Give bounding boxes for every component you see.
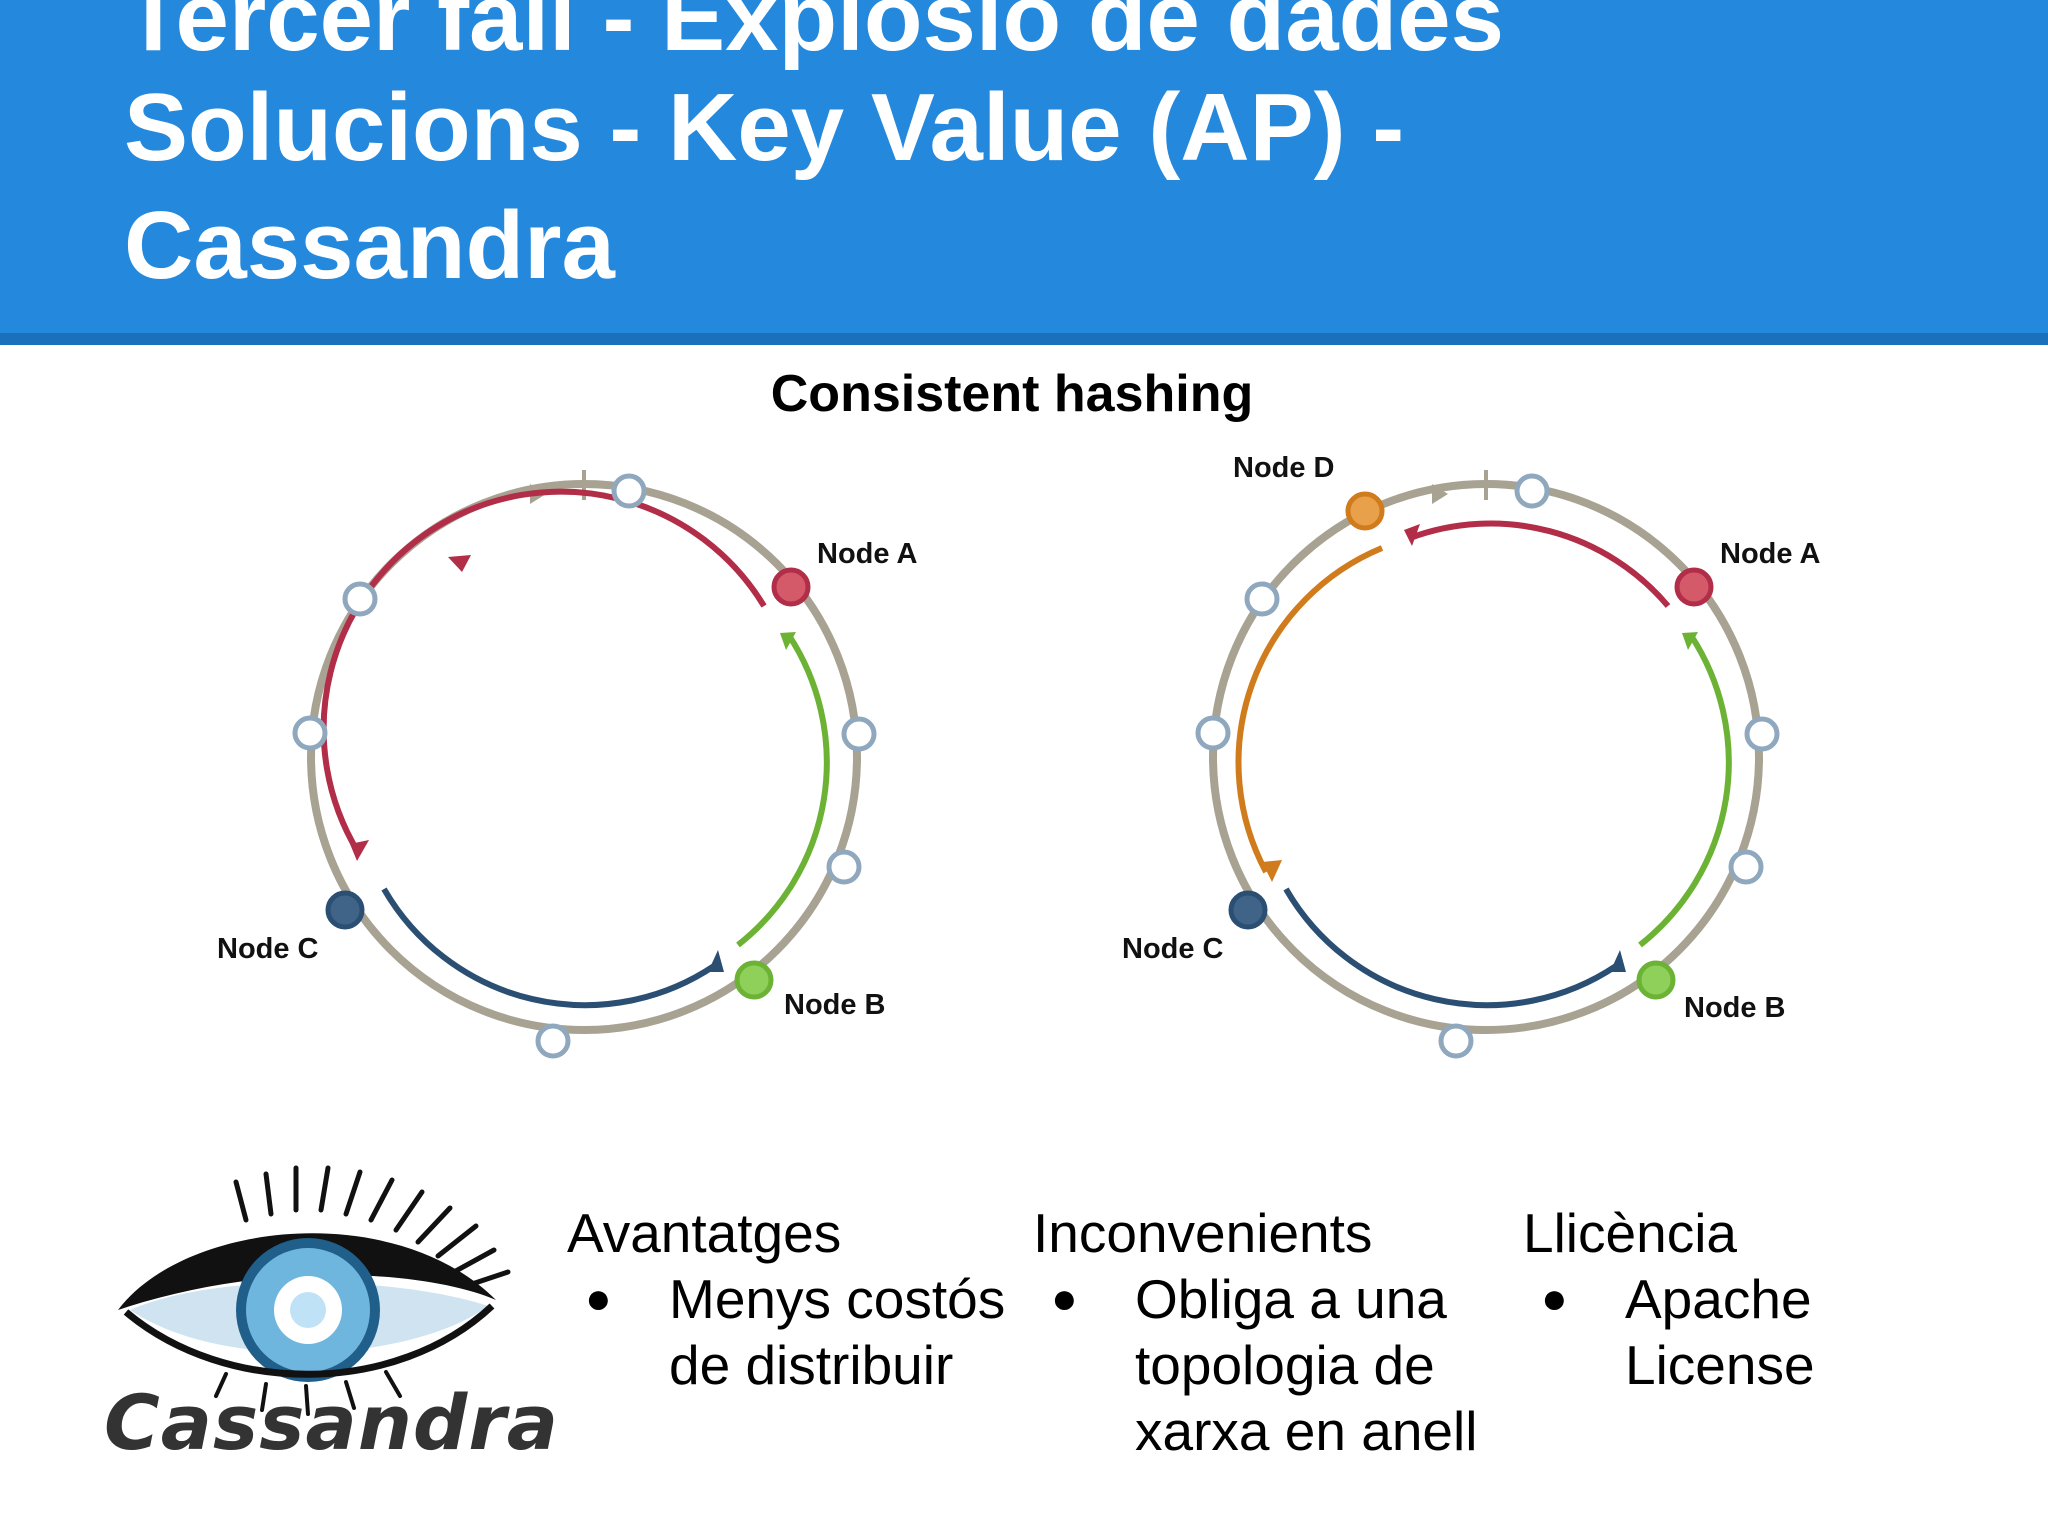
license-list: ● Apache License [1523, 1266, 1815, 1398]
token-marker [1438, 1023, 1474, 1059]
title-divider [0, 333, 2048, 345]
list-item: ● Menys costós [567, 1266, 1005, 1332]
advantages-heading: Avantatges [567, 1202, 842, 1264]
disadvantages-column: Inconvenients ● Obliga a una topologia d… [1033, 1200, 1477, 1464]
list-item-continuation: xarxa en anell [1033, 1398, 1477, 1464]
consistent-hashing-diagram-left: Node A Node B Node C [217, 470, 917, 1059]
advantages-line-2: de distribuir [669, 1334, 954, 1396]
node-b-label: Node B [784, 989, 886, 1021]
token-marker [826, 849, 862, 885]
node-c-marker [325, 890, 365, 930]
node-b-marker [1636, 960, 1676, 1000]
node-a-label: Node A [817, 538, 917, 570]
node-b-marker [734, 960, 774, 1000]
token-marker [292, 715, 328, 751]
node-a-marker [771, 567, 811, 607]
node-c-range-arrow [1610, 950, 1626, 972]
node-a-range-arc [1408, 520, 1671, 608]
advantages-column: Avantatges ● Menys costós de distribuir [567, 1200, 1005, 1398]
token-marker [1514, 473, 1550, 509]
node-a-range-arrow [1404, 524, 1420, 546]
list-item-continuation: License [1523, 1332, 1815, 1398]
license-column: Llicència ● Apache License [1523, 1200, 1815, 1398]
node-c-range-arc [381, 887, 716, 1009]
disadvantages-line-2: topologia de [1135, 1334, 1435, 1396]
node-c-range-arc [1283, 887, 1618, 1009]
title-bar: Tercer fall - Explosió de dades Solucion… [0, 0, 2048, 333]
node-a-marker [1674, 567, 1714, 607]
list-item: ● Apache [1523, 1266, 1815, 1332]
slide-title-line-1: Tercer fall - Explosió de dades [124, 0, 1504, 71]
bullet-icon: ● [1541, 1274, 1568, 1323]
node-b-range-arc [1638, 632, 1732, 948]
diagram-caption: Consistent hashing [770, 365, 1254, 423]
list-item-continuation: topologia de [1033, 1332, 1477, 1398]
node-d-label: Node D [1233, 452, 1335, 484]
slide-title-line-2: Solucions - Key Value (AP) - [124, 74, 1405, 181]
ring-direction-arrow [1432, 484, 1448, 504]
node-c-marker [1228, 890, 1268, 930]
advantages-list: ● Menys costós de distribuir [567, 1266, 1005, 1398]
node-a-range-arrow [350, 840, 369, 861]
license-line-2: License [1625, 1334, 1815, 1396]
license-line-1: Apache [1625, 1268, 1812, 1330]
token-marker [1744, 716, 1780, 752]
node-b-range-arc [736, 632, 830, 948]
token-marker [1728, 849, 1764, 885]
node-b-label: Node B [1684, 992, 1786, 1024]
advantages-line-1: Menys costós [669, 1268, 1006, 1330]
disadvantages-line-3: xarxa en anell [1135, 1400, 1478, 1462]
disadvantages-line-1: Obliga a una [1135, 1268, 1447, 1330]
list-item-continuation: de distribuir [567, 1332, 1005, 1398]
license-heading: Llicència [1523, 1202, 1738, 1264]
node-b-range-arrow [780, 632, 796, 650]
node-c-range-arrow [708, 950, 724, 972]
cassandra-wordmark: Cassandra [104, 1378, 560, 1467]
node-d-range-arc [1235, 545, 1384, 874]
node-d-marker [1345, 491, 1385, 531]
list-item: ● Obliga a una [1033, 1266, 1477, 1332]
node-b-range-arrow [1682, 632, 1698, 650]
node-c-label: Node C [1122, 933, 1224, 965]
token-marker [1244, 581, 1280, 617]
bullet-icon: ● [1051, 1274, 1078, 1323]
disadvantages-list: ● Obliga a una topologia de xarxa en ane… [1033, 1266, 1477, 1464]
token-marker [841, 716, 877, 752]
node-d-range-arrow [1262, 860, 1282, 882]
disadvantages-heading: Inconvenients [1033, 1202, 1373, 1264]
slide-title-line-3: Cassandra [124, 192, 615, 299]
token-marker [342, 581, 378, 617]
node-a-range-arrow [448, 555, 471, 572]
hash-ring [307, 480, 861, 1034]
consistent-hashing-diagram-right: Node A Node B Node C Node D [1122, 452, 1820, 1059]
token-marker [611, 473, 647, 509]
token-marker [1195, 715, 1231, 751]
cassandra-eye-logo-icon [118, 1165, 511, 1416]
token-marker [535, 1023, 571, 1059]
hash-ring [1209, 480, 1763, 1034]
node-a-range-arc [320, 488, 767, 854]
bullet-icon: ● [585, 1274, 612, 1323]
node-c-label: Node C [217, 933, 319, 965]
node-a-label: Node A [1720, 538, 1820, 570]
